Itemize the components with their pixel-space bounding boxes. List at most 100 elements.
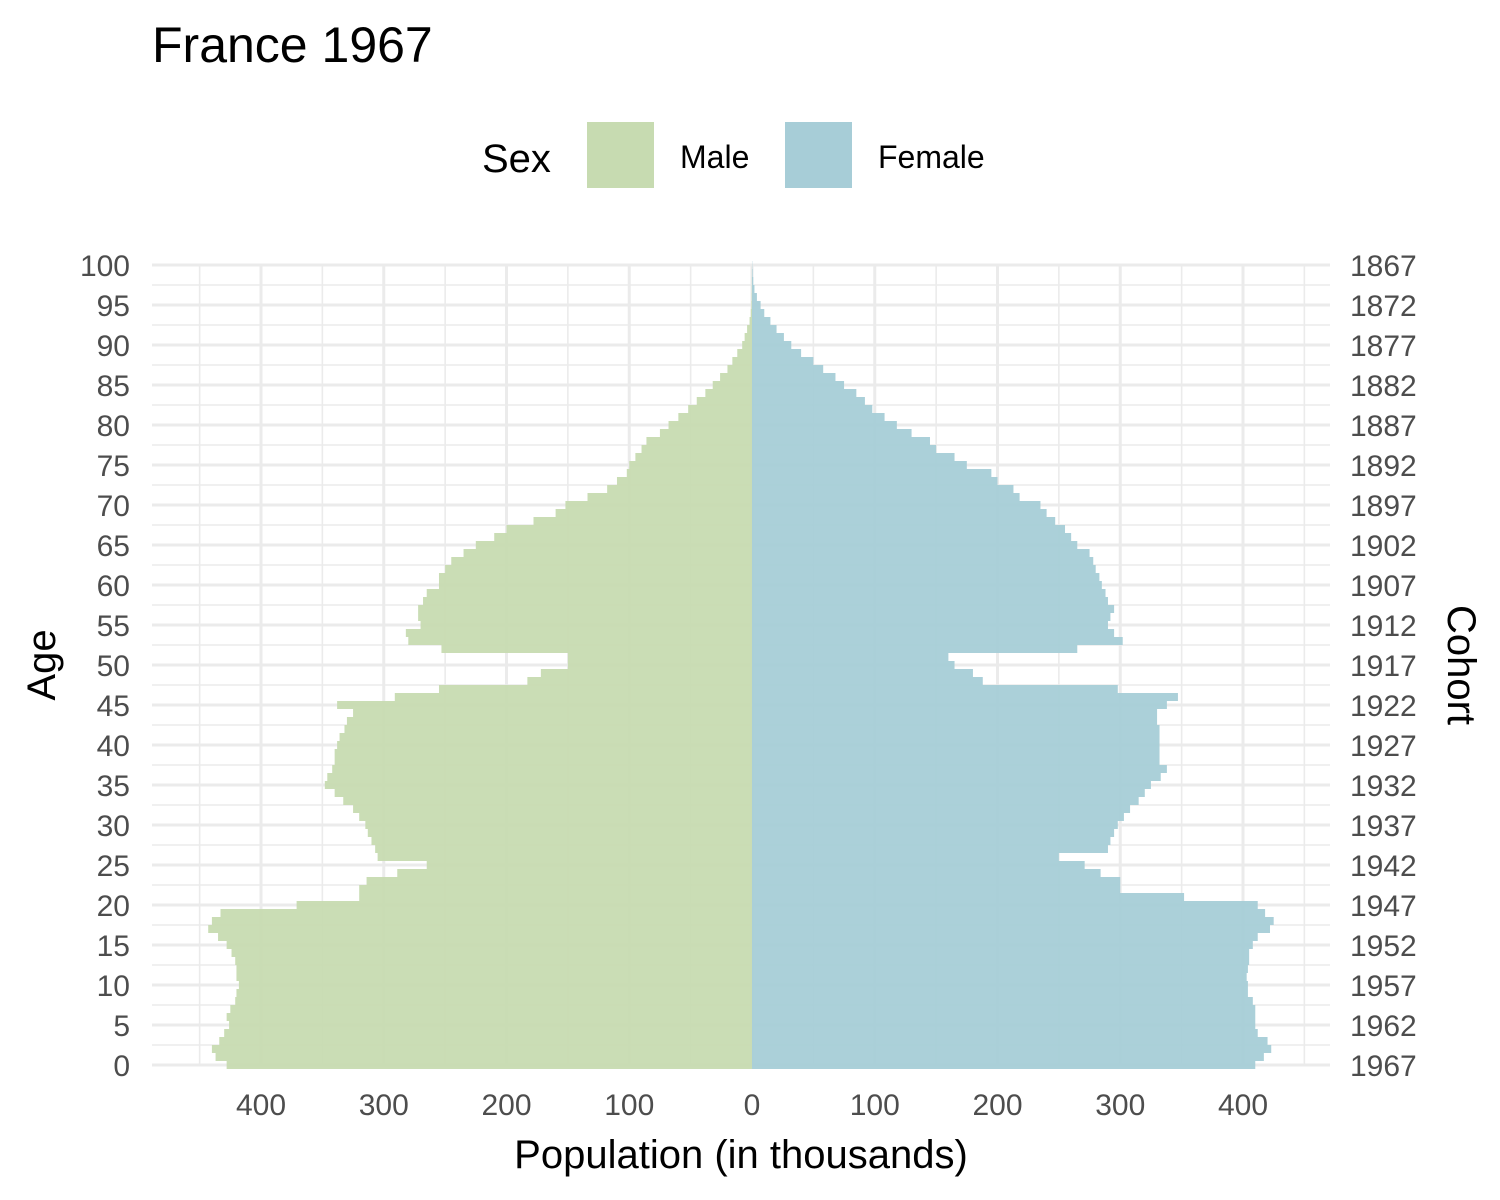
bar-female-age-88 (752, 357, 814, 365)
cohort-tick-label: 1927 (1350, 730, 1417, 763)
bar-female-age-82 (752, 405, 873, 413)
bar-male-age-49 (540, 669, 752, 677)
bar-male-age-71 (587, 493, 752, 501)
bar-male-age-70 (565, 501, 752, 509)
bar-male-age-60 (438, 581, 752, 589)
bar-female-age-12 (752, 965, 1248, 973)
x-tick-label: 400 (1218, 1089, 1268, 1122)
cohort-axis-ticks: 1967 1962 1957 1952 1947 1942 1937 1932 1927 1922… (1350, 250, 1417, 1083)
bar-female-age-14 (752, 949, 1250, 957)
bar-female-age-23 (752, 877, 1121, 885)
bar-female-age-5 (752, 1021, 1256, 1029)
bar-female-age-15 (752, 941, 1253, 949)
bar-male-age-74 (626, 469, 752, 477)
x-tick-label: 100 (604, 1089, 654, 1122)
bar-male-age-54 (405, 629, 752, 637)
bar-female-age-93 (752, 317, 771, 325)
bar-female-age-54 (752, 629, 1115, 637)
bar-male-age-95 (751, 301, 752, 309)
bar-male-age-15 (226, 941, 752, 949)
bar-female-age-58 (752, 597, 1108, 605)
bar-female-age-72 (752, 485, 1014, 493)
bar-female-age-36 (752, 773, 1161, 781)
bar-male-age-88 (732, 357, 752, 365)
bar-female-age-22 (752, 885, 1121, 893)
x-axis-ticks: 400 300 200 100 0 100 200 300 400 (236, 1089, 1268, 1122)
y-tick-label: 65 (97, 530, 130, 563)
bar-male-age-12 (236, 965, 752, 973)
y-tick-label: 95 (97, 290, 130, 323)
y-tick-label: 60 (97, 570, 130, 603)
bar-male-age-53 (408, 637, 752, 645)
bar-female-age-90 (752, 341, 792, 349)
bar-female-age-49 (752, 669, 973, 677)
bar-male-age-44 (353, 709, 752, 717)
legend-key-female (785, 122, 852, 188)
bar-female-age-0 (752, 1061, 1256, 1069)
bar-female-age-76 (752, 453, 955, 461)
cohort-tick-label: 1887 (1350, 410, 1417, 443)
bar-female-age-9 (752, 989, 1248, 997)
y-tick-label: 45 (97, 690, 130, 723)
bar-female-age-3 (752, 1037, 1268, 1045)
y-tick-label: 20 (97, 890, 130, 923)
bar-female-age-68 (752, 517, 1056, 525)
bar-male-age-22 (359, 885, 752, 893)
bar-male-age-51 (567, 653, 752, 661)
bar-female-age-92 (752, 325, 777, 333)
bar-male-age-79 (659, 429, 752, 437)
legend-label-female: Female (878, 139, 985, 175)
bar-female-age-79 (752, 429, 912, 437)
bar-female-age-86 (752, 373, 836, 381)
bar-male-age-30 (365, 821, 752, 829)
bar-female-age-19 (752, 909, 1266, 917)
cohort-tick-label: 1957 (1350, 970, 1417, 1003)
bar-male-age-3 (219, 1037, 752, 1045)
bar-female-age-21 (752, 893, 1185, 901)
bar-female-age-91 (752, 333, 784, 341)
bar-male-age-73 (616, 477, 752, 485)
bar-male-age-75 (629, 461, 752, 469)
cohort-axis-title: Cohort (1439, 605, 1483, 725)
bar-male-age-43 (346, 717, 752, 725)
bar-female-age-73 (752, 477, 998, 485)
bar-male-age-82 (688, 405, 752, 413)
y-tick-label: 5 (113, 1010, 130, 1043)
bar-male-age-72 (607, 485, 752, 493)
bar-male-age-57 (418, 605, 752, 613)
bar-male-age-11 (236, 973, 752, 981)
bar-male-age-39 (334, 749, 752, 757)
x-tick-label: 200 (972, 1089, 1022, 1122)
bar-female-age-94 (752, 309, 765, 317)
bar-female-age-64 (752, 549, 1090, 557)
bar-male-age-92 (747, 325, 752, 333)
bar-female-age-45 (752, 701, 1167, 709)
bar-male-age-80 (668, 421, 752, 429)
y-tick-label: 25 (97, 850, 130, 883)
bar-female-age-74 (752, 469, 992, 477)
bar-male-age-33 (343, 797, 752, 805)
y-axis-title: Age (20, 629, 64, 700)
bar-male-age-29 (367, 829, 752, 837)
bar-female-age-31 (752, 813, 1124, 821)
bar-female-age-95 (752, 301, 761, 309)
bar-female-age-56 (752, 613, 1111, 621)
bar-female-age-28 (752, 837, 1111, 845)
bar-male-age-35 (324, 781, 752, 789)
y-tick-label: 55 (97, 610, 130, 643)
bar-female-age-42 (752, 725, 1160, 733)
x-tick-label: 100 (850, 1089, 900, 1122)
bar-male-age-16 (218, 933, 753, 941)
x-tick-label: 300 (359, 1089, 409, 1122)
cohort-tick-label: 1907 (1350, 570, 1417, 603)
bar-female-age-17 (752, 925, 1271, 933)
bar-female-age-18 (752, 917, 1274, 925)
x-tick-label: 200 (481, 1089, 531, 1122)
bar-male-age-27 (375, 845, 752, 853)
cohort-tick-label: 1952 (1350, 930, 1417, 963)
bar-female-age-62 (752, 565, 1096, 573)
bar-female-age-53 (752, 637, 1123, 645)
bar-female-age-80 (752, 421, 897, 429)
cohort-tick-label: 1877 (1350, 330, 1417, 363)
bar-male-age-67 (506, 525, 752, 533)
